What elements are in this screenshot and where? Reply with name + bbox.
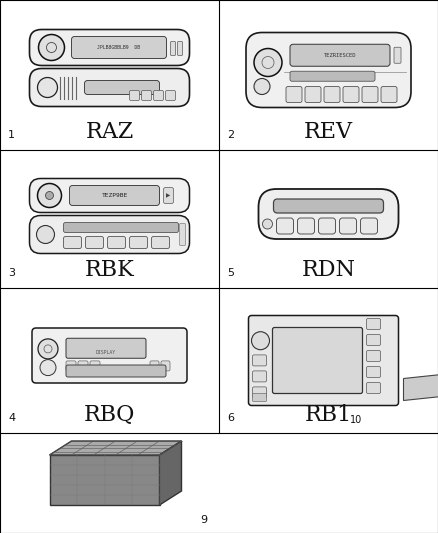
FancyBboxPatch shape <box>362 86 378 102</box>
FancyBboxPatch shape <box>66 361 76 371</box>
FancyBboxPatch shape <box>29 179 190 213</box>
Text: 4: 4 <box>8 413 15 423</box>
FancyBboxPatch shape <box>163 188 173 204</box>
FancyBboxPatch shape <box>297 218 314 234</box>
Circle shape <box>254 78 270 94</box>
Circle shape <box>251 332 269 350</box>
FancyBboxPatch shape <box>305 86 321 102</box>
Text: TEZRIESCED: TEZRIESCED <box>324 53 356 58</box>
FancyBboxPatch shape <box>286 86 302 102</box>
FancyBboxPatch shape <box>318 218 336 234</box>
Text: 10: 10 <box>350 415 363 425</box>
FancyBboxPatch shape <box>324 86 340 102</box>
Circle shape <box>38 183 61 207</box>
Text: RAZ: RAZ <box>85 121 134 143</box>
FancyBboxPatch shape <box>360 218 378 234</box>
FancyBboxPatch shape <box>252 387 266 398</box>
FancyBboxPatch shape <box>29 69 190 107</box>
FancyBboxPatch shape <box>180 223 186 246</box>
FancyBboxPatch shape <box>64 237 81 248</box>
Text: TEZP9BE: TEZP9BE <box>101 193 127 198</box>
Circle shape <box>262 219 272 229</box>
Text: 1: 1 <box>8 130 15 140</box>
FancyBboxPatch shape <box>367 319 381 329</box>
FancyBboxPatch shape <box>276 218 293 234</box>
FancyBboxPatch shape <box>252 393 266 401</box>
FancyBboxPatch shape <box>130 91 139 101</box>
Text: ▶: ▶ <box>166 193 171 198</box>
Circle shape <box>38 339 58 359</box>
FancyBboxPatch shape <box>78 361 88 371</box>
FancyBboxPatch shape <box>66 338 146 358</box>
FancyBboxPatch shape <box>66 365 166 377</box>
FancyBboxPatch shape <box>141 91 152 101</box>
Text: RBK: RBK <box>85 259 134 281</box>
Text: 5: 5 <box>227 268 234 278</box>
FancyBboxPatch shape <box>177 42 183 55</box>
Polygon shape <box>159 441 181 505</box>
FancyBboxPatch shape <box>170 42 176 55</box>
Text: RBQ: RBQ <box>84 404 135 426</box>
FancyBboxPatch shape <box>367 351 381 361</box>
FancyBboxPatch shape <box>339 218 357 234</box>
Text: RB1: RB1 <box>305 404 352 426</box>
FancyBboxPatch shape <box>367 335 381 345</box>
Circle shape <box>36 225 54 244</box>
FancyBboxPatch shape <box>150 361 159 371</box>
Polygon shape <box>403 375 438 400</box>
FancyBboxPatch shape <box>367 367 381 377</box>
Circle shape <box>254 49 282 77</box>
FancyBboxPatch shape <box>290 44 390 66</box>
Text: DISPLAY: DISPLAY <box>96 350 116 354</box>
FancyBboxPatch shape <box>166 91 176 101</box>
Text: 9: 9 <box>200 515 207 525</box>
FancyBboxPatch shape <box>273 199 384 213</box>
FancyBboxPatch shape <box>107 237 126 248</box>
FancyBboxPatch shape <box>64 222 179 232</box>
Text: 6: 6 <box>227 413 234 423</box>
FancyBboxPatch shape <box>161 361 170 371</box>
Text: 2: 2 <box>227 130 234 140</box>
FancyBboxPatch shape <box>153 91 163 101</box>
Circle shape <box>46 191 53 199</box>
FancyBboxPatch shape <box>29 29 190 66</box>
FancyBboxPatch shape <box>85 80 159 94</box>
FancyBboxPatch shape <box>381 86 397 102</box>
Circle shape <box>39 35 64 61</box>
FancyBboxPatch shape <box>343 86 359 102</box>
FancyBboxPatch shape <box>71 36 166 59</box>
FancyBboxPatch shape <box>367 383 381 393</box>
FancyBboxPatch shape <box>252 371 266 382</box>
FancyBboxPatch shape <box>252 355 266 366</box>
FancyBboxPatch shape <box>152 237 170 248</box>
FancyBboxPatch shape <box>290 71 375 81</box>
Text: JPLB8GBBLB9  DB: JPLB8GBBLB9 DB <box>97 45 140 50</box>
Circle shape <box>38 77 57 98</box>
Polygon shape <box>49 455 159 505</box>
FancyBboxPatch shape <box>90 361 100 371</box>
FancyBboxPatch shape <box>32 328 187 383</box>
Circle shape <box>40 360 56 376</box>
Text: 3: 3 <box>8 268 15 278</box>
Polygon shape <box>49 441 181 455</box>
FancyBboxPatch shape <box>258 189 399 239</box>
Text: RDN: RDN <box>301 259 356 281</box>
FancyBboxPatch shape <box>29 215 190 254</box>
FancyBboxPatch shape <box>85 237 103 248</box>
FancyBboxPatch shape <box>248 316 399 406</box>
FancyBboxPatch shape <box>70 185 159 206</box>
FancyBboxPatch shape <box>272 327 363 393</box>
FancyBboxPatch shape <box>246 33 411 108</box>
FancyBboxPatch shape <box>130 237 148 248</box>
Text: REV: REV <box>304 121 353 143</box>
FancyBboxPatch shape <box>394 47 401 63</box>
